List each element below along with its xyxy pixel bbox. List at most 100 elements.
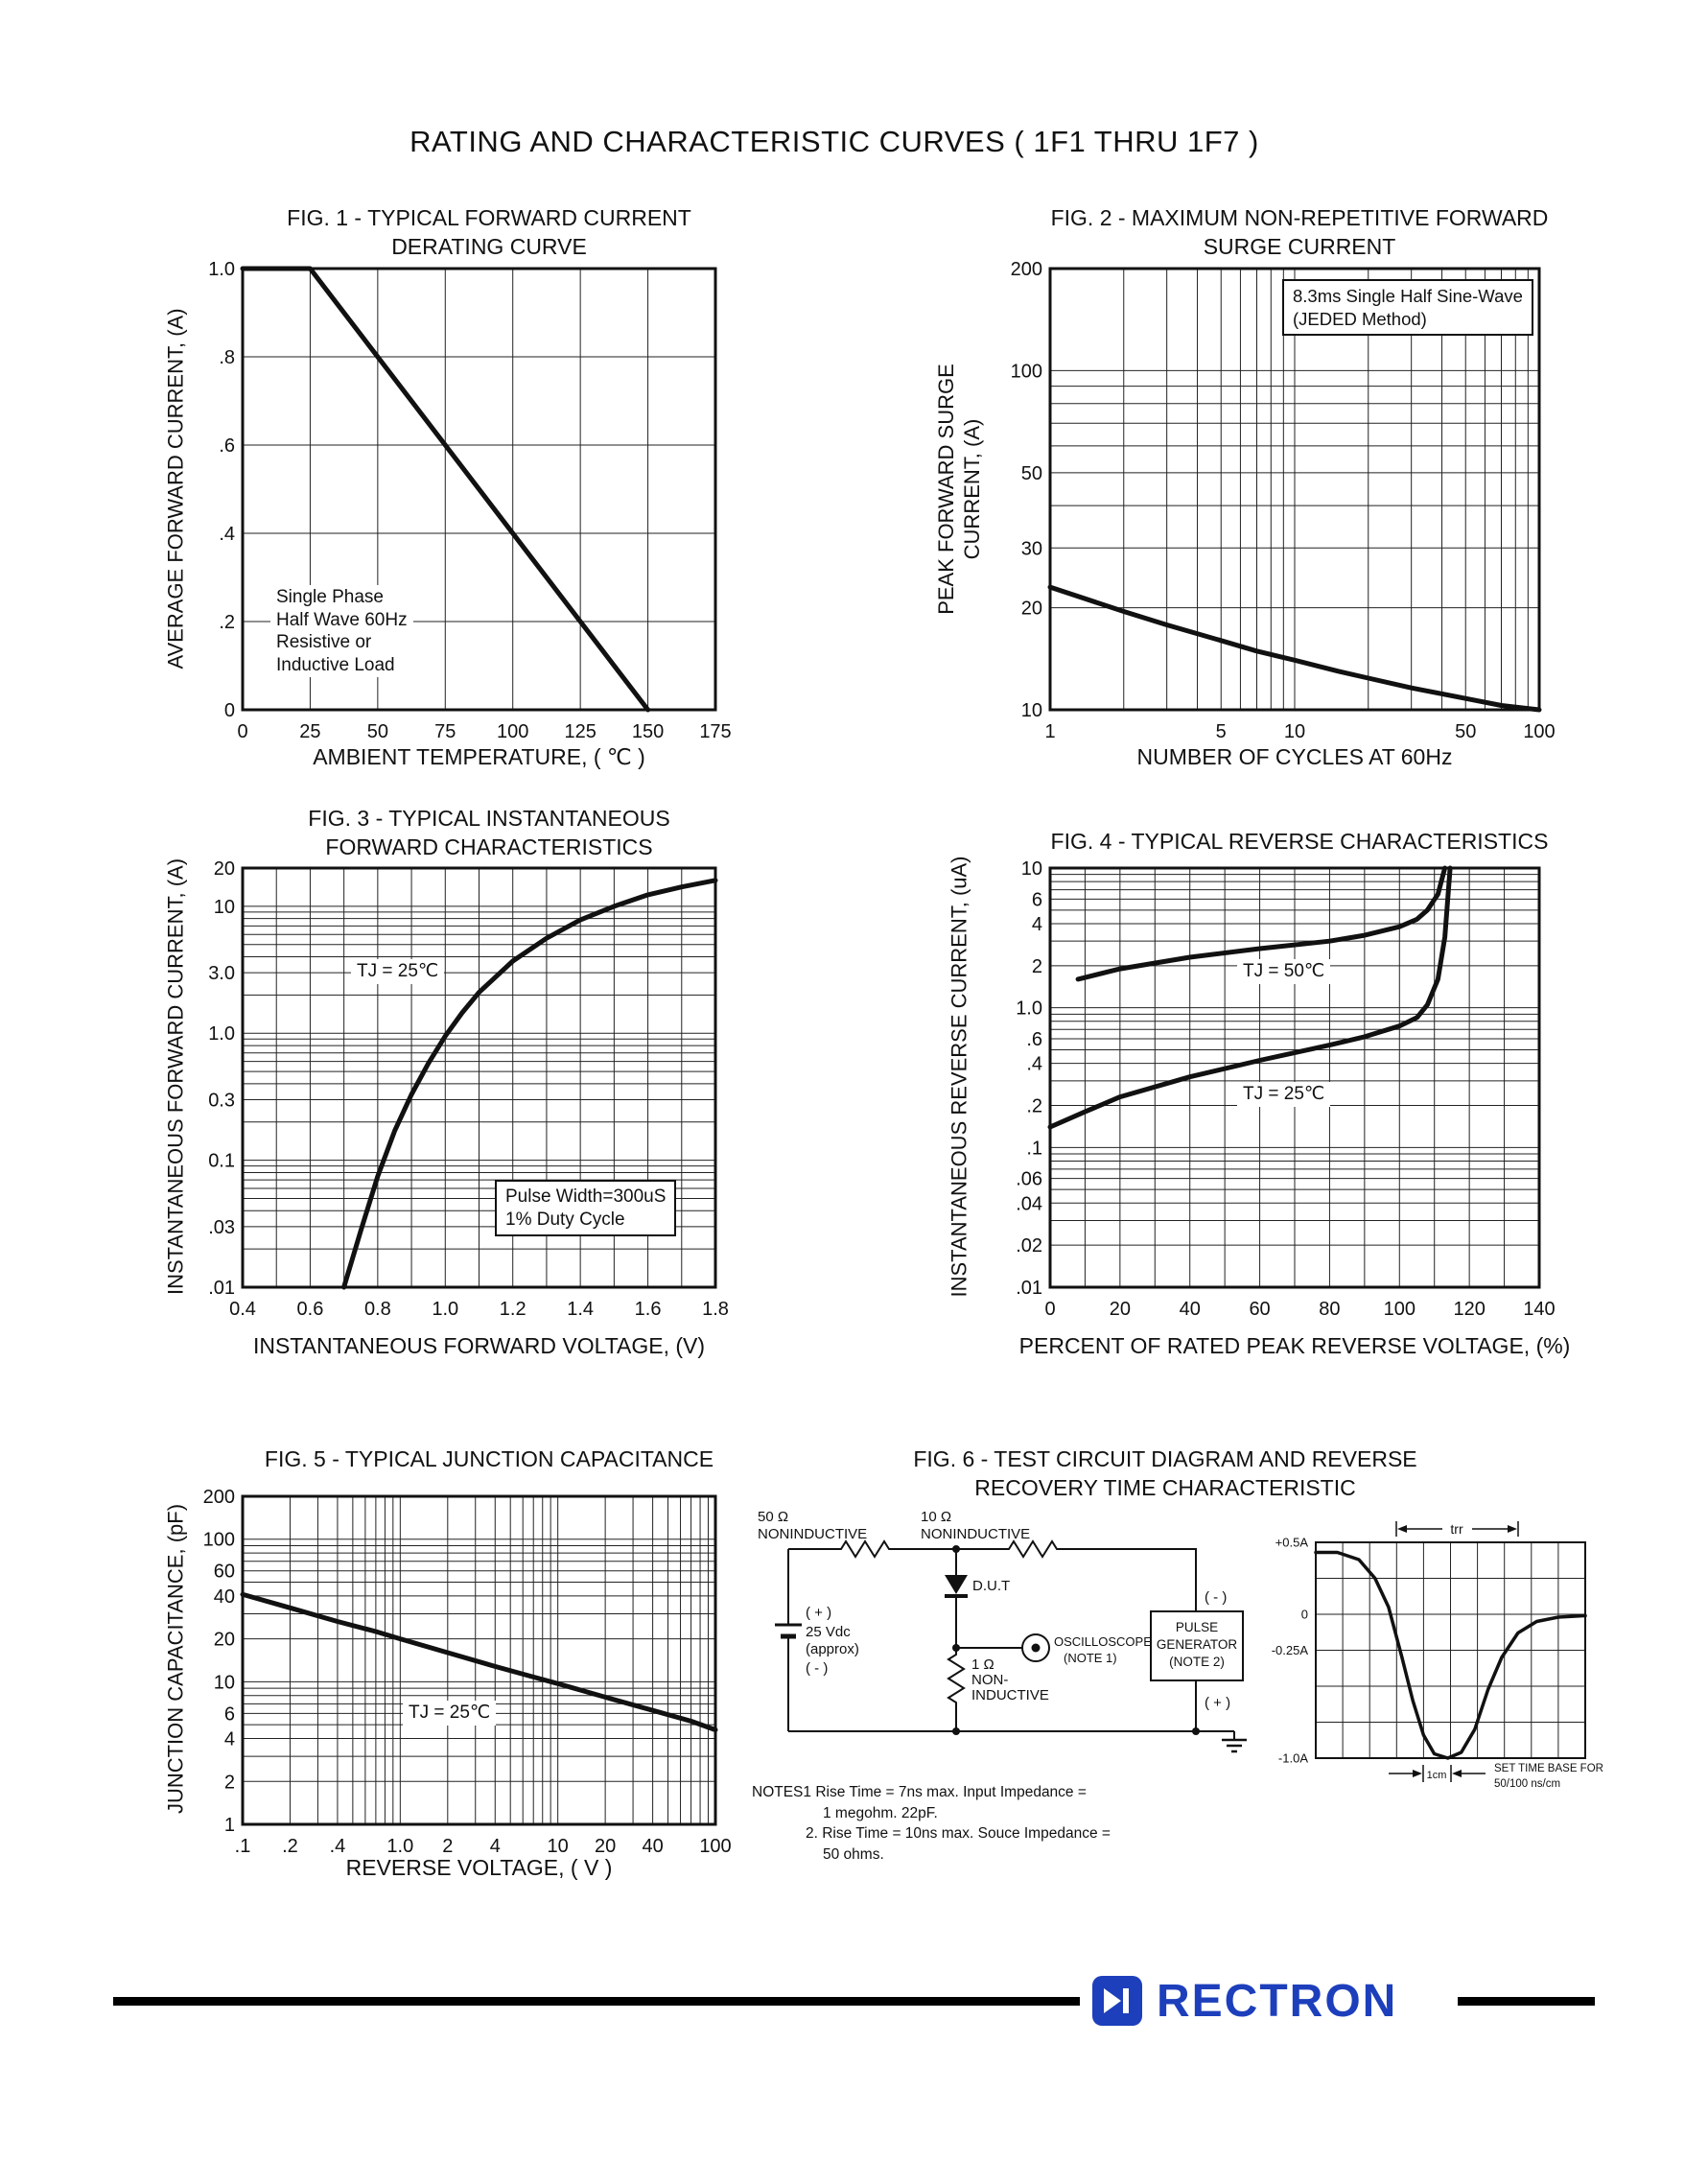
fig4-tj25-annotation: TJ = 25℃ <box>1237 1082 1331 1107</box>
svg-text:.6: .6 <box>219 435 235 457</box>
svg-text:75: 75 <box>434 721 456 742</box>
footer-rule <box>113 1997 1595 2006</box>
svg-text:10: 10 <box>1284 721 1305 742</box>
label-pulse: PULSE <box>1176 1620 1218 1634</box>
fig3-title: FIG. 3 - TYPICAL INSTANTANEOUS FORWARD C… <box>308 806 670 859</box>
svg-text:+0.5A: +0.5A <box>1275 1536 1309 1550</box>
svg-text:1.6: 1.6 <box>635 1299 662 1320</box>
svg-text:4: 4 <box>224 1729 235 1750</box>
svg-text:0: 0 <box>1044 1299 1055 1320</box>
svg-text:10: 10 <box>214 1672 235 1693</box>
rectron-logo-icon <box>1092 1976 1142 2026</box>
svg-text:.4: .4 <box>330 1836 346 1857</box>
svg-text:1.0: 1.0 <box>386 1836 413 1857</box>
svg-text:-1.0A: -1.0A <box>1278 1751 1308 1766</box>
label-50ohm: 50 Ω <box>758 1509 788 1525</box>
fig2-method-annotation: 8.3ms Single Half Sine-Wave (JEDED Metho… <box>1282 279 1533 336</box>
svg-text:.01: .01 <box>1016 1278 1042 1299</box>
fig6-circuit-diagram: 50 Ω NONINDUCTIVE 10 Ω NONINDUCTIVE ( + … <box>758 1509 1247 1753</box>
svg-text:.2: .2 <box>219 612 235 633</box>
svg-text:.1: .1 <box>235 1836 251 1857</box>
svg-text:4: 4 <box>1032 914 1042 935</box>
label-oscilloscope: OSCILLOSCOPE <box>1054 1634 1152 1649</box>
fig1-load-annotation: Single Phase Half Wave 60Hz Resistive or… <box>270 585 413 677</box>
circuit-wires <box>775 1539 1247 1753</box>
svg-text:20: 20 <box>214 1630 235 1651</box>
svg-text:0.6: 0.6 <box>297 1299 324 1320</box>
svg-text:100: 100 <box>1011 361 1042 382</box>
note-line-2: 1 megohm. 22pF. <box>823 1804 938 1821</box>
svg-text:10: 10 <box>214 897 235 918</box>
svg-text:1.2: 1.2 <box>500 1299 526 1320</box>
fig3-tj-annotation: TJ = 25℃ <box>351 959 445 984</box>
svg-text:100: 100 <box>699 1836 731 1857</box>
fig2-chart-canvas: 1 5 10 50 100 200 100 50 30 20 10 <box>1011 259 1556 742</box>
svg-text:3.0: 3.0 <box>208 963 235 984</box>
label-trr: trr <box>1450 1521 1463 1537</box>
svg-text:140: 140 <box>1523 1299 1555 1320</box>
label-1ohm-sub1: NON- <box>971 1672 1008 1688</box>
svg-text:6: 6 <box>1032 889 1042 910</box>
svg-text:1: 1 <box>1044 721 1055 742</box>
svg-text:2: 2 <box>442 1836 453 1857</box>
label-10ohm: 10 Ω <box>921 1509 951 1525</box>
label-dut: D.U.T <box>972 1578 1010 1594</box>
fig6-waveform-chart: +0.5A 0 -0.25A -1.0A trr 1cm SET TIME BASE … <box>1272 1521 1603 1790</box>
fig4-x-axis-label: PERCENT OF RATED PEAK REVERSE VOLTAGE, (… <box>1018 1333 1571 1358</box>
svg-text:50: 50 <box>367 721 388 742</box>
svg-text:4: 4 <box>490 1836 501 1857</box>
svg-text:2: 2 <box>1032 956 1042 977</box>
svg-text:100: 100 <box>1384 1299 1416 1320</box>
fig3-x-axis-label: INSTANTANEOUS FORWARD VOLTAGE, (V) <box>252 1333 706 1358</box>
label-generator: GENERATOR <box>1157 1637 1238 1652</box>
svg-text:60: 60 <box>214 1562 235 1583</box>
brand-name: RECTRON <box>1157 1975 1398 2027</box>
fig4-tj50-annotation: TJ = 50℃ <box>1237 959 1331 984</box>
svg-text:.03: .03 <box>208 1217 235 1238</box>
fig4-chart-canvas: 0 20 40 60 80 100 120 140 10 6 4 2 1.0 .6 .4 .2 .1 .06 .04… <box>1016 858 1556 1320</box>
note-line-3: 2. Rise Time = 10ns max. Souce Impedance… <box>806 1825 1111 1842</box>
fig4-y-axis-label: INSTANTANEOUS REVERSE CURRENT, (uA) <box>947 856 971 1298</box>
fig1-x-axis-label: AMBIENT TEMPERATURE, ( ℃ ) <box>313 744 645 769</box>
timebase-marker: 1cm SET TIME BASE FOR 50/100 ns/cm <box>1389 1763 1603 1790</box>
svg-text:200: 200 <box>203 1487 235 1508</box>
svg-text:.01: .01 <box>208 1278 235 1299</box>
note-line-1: NOTES1 Rise Time = 7ns max. Input Impeda… <box>752 1784 1087 1800</box>
circuit-labels: 50 Ω NONINDUCTIVE 10 Ω NONINDUCTIVE ( + … <box>758 1509 1237 1711</box>
svg-text:.04: .04 <box>1016 1193 1042 1214</box>
svg-text:10: 10 <box>1021 700 1042 721</box>
svg-text:5: 5 <box>1216 721 1227 742</box>
fig5-tj-annotation: TJ = 25℃ <box>403 1701 497 1726</box>
label-pg-plus: ( + ) <box>1205 1695 1230 1711</box>
label-timebase-1: SET TIME BASE FOR <box>1494 1763 1603 1774</box>
svg-text:0: 0 <box>224 700 235 721</box>
svg-text:20: 20 <box>214 858 235 880</box>
svg-text:1.4: 1.4 <box>567 1299 594 1320</box>
svg-text:0: 0 <box>1301 1608 1308 1622</box>
label-battery-approx: (approx) <box>806 1641 859 1657</box>
page-title: RATING AND CHARACTERISTIC CURVES ( 1F1 T… <box>409 125 1259 158</box>
svg-text:150: 150 <box>632 721 664 742</box>
label-pg-note: (NOTE 2) <box>1169 1655 1225 1669</box>
svg-text:100: 100 <box>1523 721 1555 742</box>
svg-text:125: 125 <box>564 721 596 742</box>
fig3-y-axis-label: INSTANTANEOUS FORWARD CURRENT, (A) <box>163 857 188 1296</box>
svg-text:.4: .4 <box>1026 1054 1042 1075</box>
svg-text:175: 175 <box>699 721 731 742</box>
label-1ohm: 1 Ω <box>971 1656 994 1673</box>
svg-text:40: 40 <box>214 1586 235 1608</box>
fig2-title: FIG. 2 - MAXIMUM NON-REPETITIVE FORWARD … <box>1050 205 1549 259</box>
svg-text:.2: .2 <box>1026 1095 1042 1116</box>
fig6-notes: NOTES1 Rise Time = 7ns max. Input Impeda… <box>752 1782 1111 1865</box>
svg-text:.4: .4 <box>219 524 235 545</box>
svg-text:6: 6 <box>224 1703 235 1725</box>
svg-text:200: 200 <box>1011 259 1042 280</box>
svg-text:.1: .1 <box>1026 1138 1042 1159</box>
svg-text:1.8: 1.8 <box>702 1299 729 1320</box>
svg-text:0.4: 0.4 <box>229 1299 256 1320</box>
fig5-title: FIG. 5 - TYPICAL JUNCTION CAPACITANCE <box>264 1446 714 1471</box>
label-1ohm-sub2: INDUCTIVE <box>971 1687 1049 1703</box>
svg-text:20: 20 <box>1110 1299 1131 1320</box>
fig3-chart-canvas: 0.4 0.6 0.8 1.0 1.2 1.4 1.6 1.8 20 10 3.0 1.0 0.3 0.1… <box>208 858 729 1320</box>
fig4-title: FIG. 4 - TYPICAL REVERSE CHARACTERISTICS <box>1050 829 1549 854</box>
